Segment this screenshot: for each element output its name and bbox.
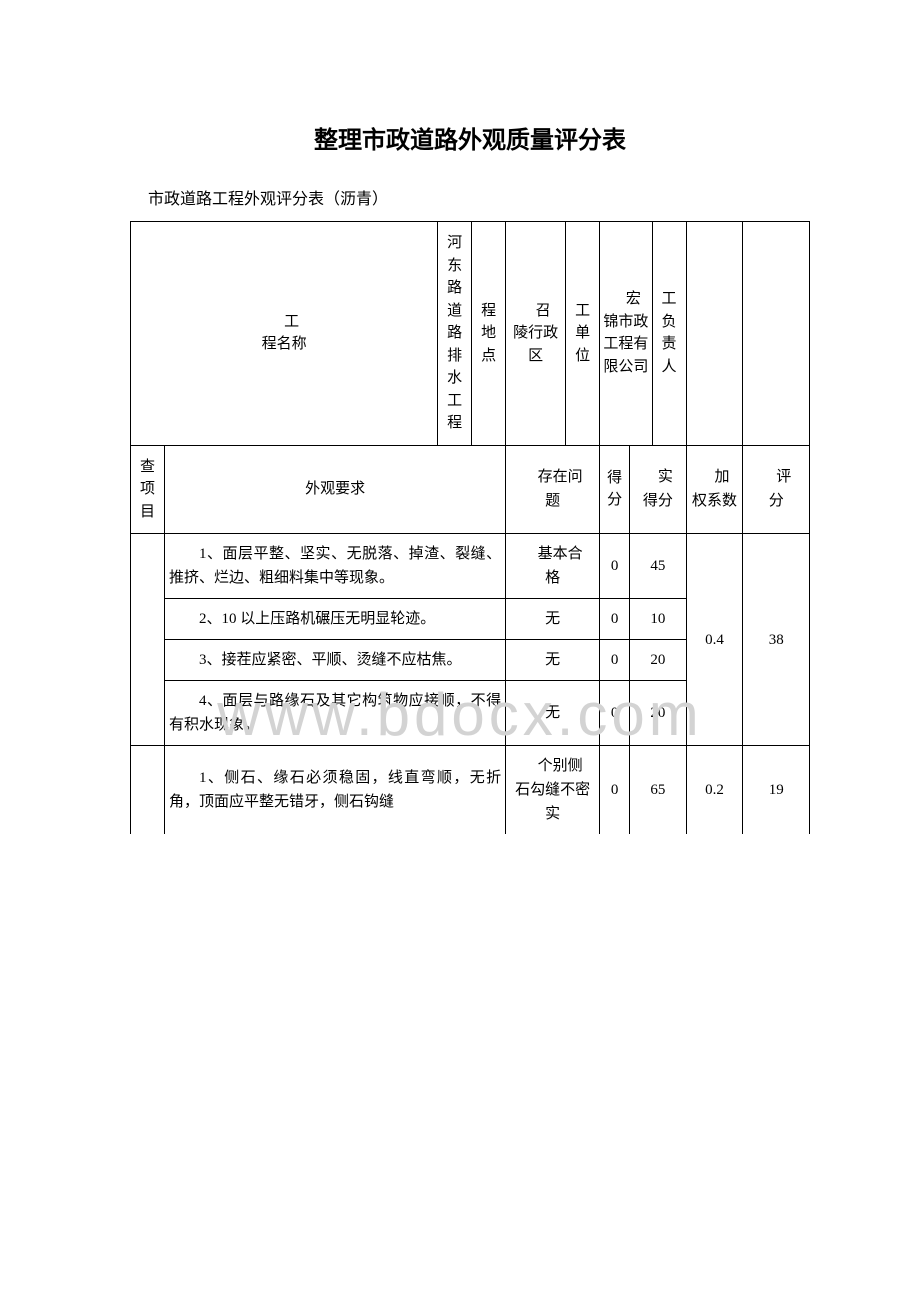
page-title: 整理市政道路外观质量评分表	[130, 120, 810, 155]
header-row-2: 查项目 外观要求 存在问题 得分 实得分 加权系数 评分	[131, 445, 810, 534]
score-cell: 0	[600, 681, 630, 746]
requirement-cell: 1、侧石、缘石必须稳固，线直弯顺，无折角，顶面应平整无错牙，侧石钩缝	[165, 746, 506, 835]
scoring-table: 工程名称 河东路道路排水工程 程地点 召陵行政区 工单位 宏锦市政工程有限公司 …	[130, 221, 810, 834]
requirement-cell: 4、面层与路缘石及其它构筑物应接顺，不得有积水现象。	[165, 681, 506, 746]
weight-label: 加权系数	[686, 445, 743, 534]
eval-cell: 19	[743, 746, 810, 835]
requirement-cell: 1、面层平整、坚实、无脱落、掉渣、裂缝、推挤、烂边、粗细料集中等现象。	[165, 534, 506, 599]
weight-cell: 0.4	[686, 534, 743, 746]
score-cell: 0	[600, 534, 630, 599]
weight-cell: 0.2	[686, 746, 743, 835]
unit-value: 宏锦市政工程有限公司	[600, 222, 652, 446]
subtitle: 市政道路工程外观评分表（沥青）	[130, 185, 810, 209]
requirement-cell: 3、接茬应紧密、平顺、烫缝不应枯焦。	[165, 640, 506, 681]
actual-score-label: 实得分	[630, 445, 686, 534]
actual-score-cell: 10	[630, 599, 686, 640]
problem-cell: 基本合格	[506, 534, 600, 599]
actual-score-cell: 20	[630, 681, 686, 746]
item-cell-2	[131, 746, 165, 835]
actual-score-cell: 20	[630, 640, 686, 681]
actual-score-cell: 45	[630, 534, 686, 599]
problem-cell: 无	[506, 640, 600, 681]
responsible-label: 工负责人	[652, 222, 686, 446]
item-cell-1	[131, 534, 165, 746]
table-row: 1、侧石、缘石必须稳固，线直弯顺，无折角，顶面应平整无错牙，侧石钩缝 个别侧石勾…	[131, 746, 810, 835]
score-cell: 0	[600, 599, 630, 640]
eval-label: 评分	[743, 445, 810, 534]
unit-label: 工单位	[566, 222, 600, 446]
problem-cell: 无	[506, 599, 600, 640]
table-row: 1、面层平整、坚实、无脱落、掉渣、裂缝、推挤、烂边、粗细料集中等现象。 基本合格…	[131, 534, 810, 599]
actual-score-cell: 65	[630, 746, 686, 835]
problem-cell: 个别侧石勾缝不密实	[506, 746, 600, 835]
problem-cell: 无	[506, 681, 600, 746]
requirement-cell: 2、10 以上压路机碾压无明显轮迹。	[165, 599, 506, 640]
project-name-label: 工程名称	[131, 222, 438, 446]
eval-cell: 38	[743, 534, 810, 746]
empty-cell-1	[743, 222, 810, 446]
score-label: 得分	[600, 445, 630, 534]
score-cell: 0	[600, 746, 630, 835]
item-label: 查项目	[131, 445, 165, 534]
location-label: 程地点	[472, 222, 506, 446]
responsible-value	[686, 222, 743, 446]
score-cell: 0	[600, 640, 630, 681]
project-name-value: 河东路道路排水工程	[438, 222, 472, 446]
location-value: 召陵行政区	[506, 222, 566, 446]
header-row-1: 工程名称 河东路道路排水工程 程地点 召陵行政区 工单位 宏锦市政工程有限公司 …	[131, 222, 810, 446]
problem-label: 存在问题	[506, 445, 600, 534]
requirement-label: 外观要求	[165, 445, 506, 534]
